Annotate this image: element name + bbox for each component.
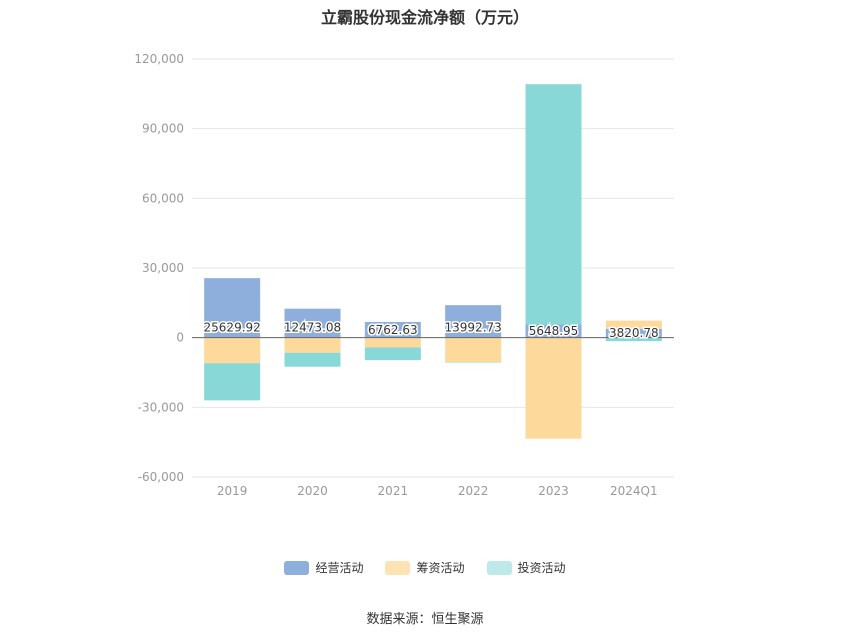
y-tick-label: -60,000 <box>138 470 184 484</box>
bar-2-2020 <box>284 352 341 367</box>
x-tick-label: 2021 <box>378 484 409 498</box>
y-tick-label: 90,000 <box>142 122 184 136</box>
legend: 经营活动 筹资活动 投资活动 <box>0 559 850 576</box>
legend-swatch-investing <box>486 560 512 575</box>
data-label: 25629.92 <box>204 321 261 335</box>
data-source: 数据来源：恒生聚源 <box>366 612 484 627</box>
grid-lines <box>192 58 674 478</box>
y-tick-label: 0 <box>176 331 184 345</box>
data-label: 13992.73 <box>445 321 502 335</box>
bar-2-2022 <box>445 362 502 363</box>
x-tick-label: 2019 <box>217 484 248 498</box>
data-label: 5648.95 <box>529 324 579 338</box>
bar-2-2023 <box>525 84 582 325</box>
y-tick-label: -30,000 <box>138 400 184 414</box>
bar-2-2019 <box>204 363 261 401</box>
bar-0-2019 <box>204 278 261 338</box>
bar-0-2020 <box>284 308 341 338</box>
data-label: 3820.78 <box>609 326 659 340</box>
data-labels: 25629.92 12473.08 6762.63 13992.73 5648.95 38… <box>202 319 660 342</box>
bar-1-2023 <box>525 337 582 439</box>
legend-item-financing[interactable]: 筹资活动 <box>385 559 465 576</box>
x-tick-label: 2022 <box>458 484 489 498</box>
x-tick-label: 2023 <box>538 484 569 498</box>
y-tick-label: 30,000 <box>142 261 184 275</box>
x-tick-label: 2024Q1 <box>610 484 658 498</box>
legend-label-operating: 经营活动 <box>315 561 364 575</box>
bar-0-2024Q1 <box>605 328 662 338</box>
y-tick-label: 60,000 <box>142 191 184 205</box>
bar-0-2023 <box>525 324 582 338</box>
bar-1-2024Q1 <box>605 320 662 329</box>
bar-1-2022 <box>445 337 502 363</box>
bar-2-2024Q1 <box>605 337 662 342</box>
data-label: 6762.63 <box>368 323 418 337</box>
bars <box>204 84 662 439</box>
legend-swatch-operating <box>284 560 310 575</box>
legend-label-financing: 筹资活动 <box>416 561 465 575</box>
legend-swatch-financing <box>385 560 411 575</box>
bar-1-2020 <box>284 337 341 353</box>
bar-1-2021 <box>364 337 421 348</box>
y-tick-label: 120,000 <box>134 52 184 66</box>
legend-label-investing: 投资活动 <box>517 561 566 575</box>
x-tick-label: 2020 <box>297 484 328 498</box>
bar-0-2021 <box>364 321 421 338</box>
x-axis-ticks: 2019 2020 2021 2022 2023 2024Q1 <box>217 484 658 498</box>
legend-item-investing[interactable]: 投资活动 <box>486 559 566 576</box>
y-axis-ticks: -60,000 -30,000 0 30,000 60,000 90,000 120,000 <box>134 52 184 484</box>
bar-1-2019 <box>204 337 261 364</box>
chart-title: 立霸股份现金流净额（万元） <box>320 8 529 27</box>
data-label: 12473.08 <box>284 321 341 335</box>
legend-item-operating[interactable]: 经营活动 <box>284 559 363 576</box>
bar-2-2021 <box>364 347 421 361</box>
bar-0-2022 <box>445 305 502 338</box>
